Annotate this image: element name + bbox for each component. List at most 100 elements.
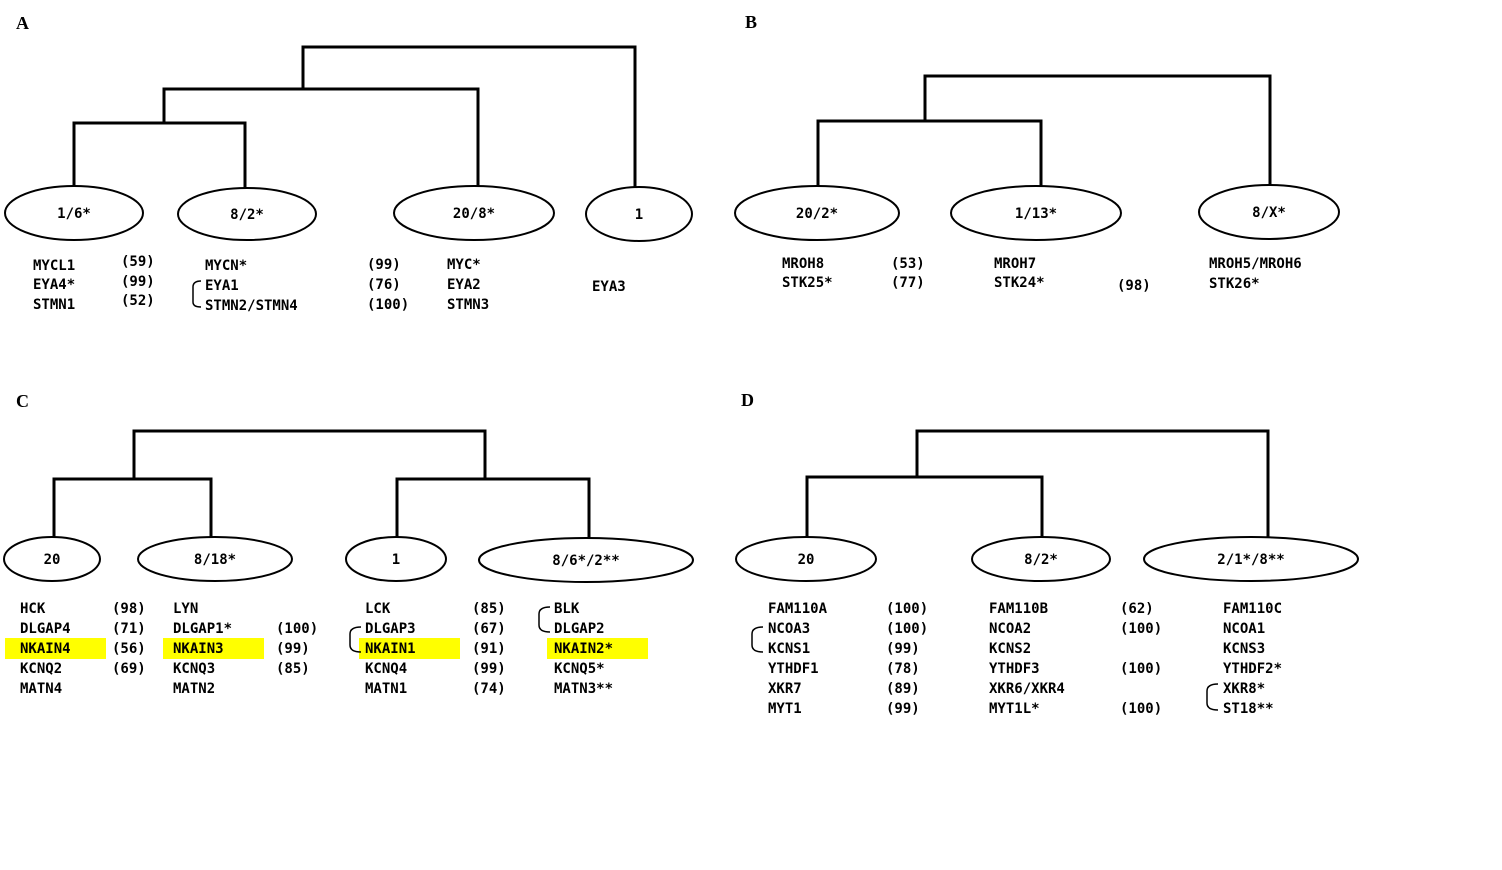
panel-b-node-1: 20/2* — [734, 185, 900, 241]
node-label: 8/2* — [230, 207, 264, 223]
panel-d-node-2: 8/2* — [971, 536, 1111, 582]
support-value: (100) — [886, 621, 928, 637]
gene-label: YTHDF1 — [768, 661, 819, 677]
node-label: 20/8* — [453, 206, 495, 222]
support-value: (91) — [472, 641, 506, 657]
grouping-bracket — [1206, 683, 1219, 711]
panel-d: D 20 8/2* 2/1*/8** FAM110A NCOA3 KCNS1 Y… — [735, 390, 1359, 717]
gene-label: NKAIN4 — [20, 641, 71, 657]
gene-label: STK24* — [994, 275, 1045, 291]
panel-a-node-4: 1 — [585, 186, 693, 242]
node-label: 1 — [635, 207, 643, 223]
node-label: 8/X* — [1252, 205, 1286, 221]
support-value: (100) — [1120, 661, 1162, 677]
highlight-marker — [5, 638, 106, 659]
panel-c-tree — [52, 429, 591, 540]
gene-label: STMN1 — [33, 297, 75, 313]
gene-label: NCOA2 — [989, 621, 1031, 637]
panel-c-node-2: 8/18* — [137, 536, 293, 582]
support-value: (71) — [112, 621, 146, 637]
support-value: (99) — [886, 701, 920, 717]
support-value: (99) — [121, 274, 155, 290]
panel-a-node-3: 20/8* — [393, 185, 555, 241]
panel-c: C 20 8/18* 1 8/6*/2** HCK DLGAP4 NKAIN4 … — [3, 391, 694, 697]
panel-a-tree — [72, 45, 637, 192]
support-value: (99) — [367, 257, 401, 273]
gene-label: KCNS3 — [1223, 641, 1265, 657]
gene-label: FAM110A — [768, 601, 828, 617]
panel-c-node-3: 1 — [345, 536, 447, 582]
gene-label: NCOA3 — [768, 621, 810, 637]
support-value: (62) — [1120, 601, 1154, 617]
gene-label: ST18** — [1223, 701, 1274, 717]
support-value: (77) — [891, 275, 925, 291]
support-value: (59) — [121, 254, 155, 270]
panel-b-tree — [816, 74, 1272, 189]
support-value: (67) — [472, 621, 506, 637]
gene-label: DLGAP2 — [554, 621, 605, 637]
gene-label: KCNS1 — [768, 641, 810, 657]
support-value: (85) — [276, 661, 310, 677]
gene-label: STK25* — [782, 275, 833, 291]
support-value: (99) — [886, 641, 920, 657]
gene-label: STMN3 — [447, 297, 489, 313]
support-value: (99) — [276, 641, 310, 657]
gene-label: EYA2 — [447, 277, 481, 293]
support-value: (99) — [472, 661, 506, 677]
gene-label: MATN4 — [20, 681, 62, 697]
gene-label: MYCN* — [205, 258, 247, 274]
panel-d-tree — [805, 429, 1270, 540]
gene-label: EYA4* — [33, 277, 75, 293]
support-value: (98) — [112, 601, 146, 617]
support-value: (76) — [367, 277, 401, 293]
panel-b-node-2: 1/13* — [950, 185, 1122, 241]
node-label: 20/2* — [796, 206, 838, 222]
gene-label: XKR7 — [768, 681, 802, 697]
support-value: (85) — [472, 601, 506, 617]
panel-d-node-1: 20 — [735, 536, 877, 582]
gene-label: KCNQ5* — [554, 661, 605, 677]
gene-label: YTHDF3 — [989, 661, 1040, 677]
gene-label: FAM110C — [1223, 601, 1282, 617]
support-value: (56) — [112, 641, 146, 657]
panel-letter-b: B — [745, 12, 757, 32]
gene-label: NKAIN1 — [365, 641, 416, 657]
gene-label: MROH8 — [782, 256, 824, 272]
support-value: (52) — [121, 293, 155, 309]
gene-label: MATN1 — [365, 681, 407, 697]
gene-label: KCNQ4 — [365, 661, 407, 677]
gene-label: MATN3** — [554, 681, 613, 697]
gene-label: DLGAP1* — [173, 621, 232, 637]
panel-letter-c: C — [16, 391, 29, 411]
node-label: 1/6* — [57, 206, 91, 222]
gene-label: EYA3 — [592, 279, 626, 295]
gene-label: MROH7 — [994, 256, 1036, 272]
support-value: (69) — [112, 661, 146, 677]
grouping-bracket — [538, 606, 551, 633]
support-value: (100) — [1120, 621, 1162, 637]
highlight-marker — [163, 638, 264, 659]
gene-label: NKAIN2* — [554, 641, 613, 657]
support-value: (100) — [367, 297, 409, 313]
gene-label: DLGAP3 — [365, 621, 416, 637]
support-value: (100) — [276, 621, 318, 637]
gene-label: MYCL1 — [33, 258, 75, 274]
support-value: (53) — [891, 256, 925, 272]
gene-label: YTHDF2* — [1223, 661, 1282, 677]
gene-label: HCK — [20, 601, 46, 617]
gene-label: MYT1L* — [989, 701, 1040, 717]
support-value: (78) — [886, 661, 920, 677]
gene-label: DLGAP4 — [20, 621, 71, 637]
gene-label: STMN2/STMN4 — [205, 298, 298, 314]
support-value: (100) — [886, 601, 928, 617]
node-label: 2/1*/8** — [1217, 552, 1284, 568]
gene-label: MYT1 — [768, 701, 802, 717]
panel-b-node-3: 8/X* — [1198, 184, 1340, 240]
node-label: 1 — [392, 552, 400, 568]
gene-label: KCNS2 — [989, 641, 1031, 657]
panel-a: A 1/6* 8/2* 20/8* 1 MYCL1 EYA4* STMN1 (5… — [4, 13, 693, 314]
support-value: (74) — [472, 681, 506, 697]
support-value: (100) — [1120, 701, 1162, 717]
gene-label: KCNQ3 — [173, 661, 215, 677]
panel-a-node-1: 1/6* — [4, 185, 144, 241]
